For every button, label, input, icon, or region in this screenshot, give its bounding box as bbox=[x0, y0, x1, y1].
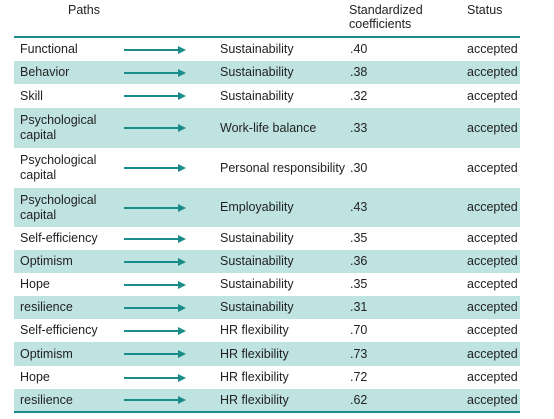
target-cell: Sustainability bbox=[220, 300, 294, 314]
coefficient-cell: .72 bbox=[350, 370, 368, 384]
target-cell: Sustainability bbox=[220, 231, 294, 245]
source-cell: Psychological capital bbox=[20, 113, 97, 142]
target-cell: HR flexibility bbox=[220, 346, 289, 361]
source-cell: Optimism bbox=[20, 254, 73, 268]
source-cell: Hope bbox=[20, 370, 50, 384]
target-cell: Work-life balance bbox=[220, 120, 317, 135]
source-cell: Optimism bbox=[20, 346, 73, 361]
source-cell: Psychological capital bbox=[20, 192, 97, 222]
arrow-icon bbox=[122, 273, 192, 296]
status-cell: accepted bbox=[467, 88, 518, 103]
arrow-icon bbox=[122, 188, 192, 227]
arrow-icon bbox=[122, 250, 192, 273]
source-cell: Skill bbox=[20, 88, 43, 103]
table-row: Optimism HR flexibility .73 accepted bbox=[14, 342, 520, 366]
arrow-icon bbox=[122, 296, 192, 319]
status-cell: accepted bbox=[467, 65, 518, 79]
table-row: Psychological capital Work-life balance .3… bbox=[14, 108, 520, 148]
source-cell: Psychological capital bbox=[20, 153, 97, 182]
status-cell: accepted bbox=[467, 42, 518, 56]
target-cell: Sustainability bbox=[220, 65, 294, 79]
table-row: resilience Sustainability .31 accepted bbox=[14, 296, 520, 319]
top-rule bbox=[14, 36, 520, 38]
coefficient-cell: .40 bbox=[350, 42, 368, 56]
target-cell: Personal responsibility bbox=[220, 160, 346, 175]
target-cell: Employability bbox=[220, 200, 294, 214]
coefficient-cell: .70 bbox=[350, 323, 368, 337]
coefficient-cell: .35 bbox=[350, 231, 368, 245]
target-cell: Sustainability bbox=[220, 88, 294, 103]
status-cell: accepted bbox=[467, 346, 518, 361]
table-row: Skill Sustainability .32 accepted bbox=[14, 84, 520, 108]
arrow-icon bbox=[122, 108, 192, 148]
status-cell: accepted bbox=[467, 254, 518, 268]
target-cell: Sustainability bbox=[220, 254, 294, 268]
source-cell: Self-efficiency bbox=[20, 231, 98, 245]
target-cell: HR flexibility bbox=[220, 323, 289, 337]
status-cell: accepted bbox=[467, 300, 518, 314]
coefficient-cell: .31 bbox=[350, 300, 368, 314]
target-cell: HR flexibility bbox=[220, 392, 289, 407]
header-paths: Paths bbox=[68, 3, 100, 17]
coefficient-cell: .43 bbox=[350, 200, 368, 214]
coefficient-cell: .33 bbox=[350, 120, 368, 135]
arrow-icon bbox=[122, 38, 192, 61]
bottom-rule bbox=[14, 411, 520, 413]
arrow-icon bbox=[122, 84, 192, 108]
arrow-icon bbox=[122, 148, 192, 188]
status-cell: accepted bbox=[467, 231, 518, 245]
target-cell: Sustainability bbox=[220, 42, 294, 56]
status-cell: accepted bbox=[467, 370, 518, 384]
table-row: Self-efficiency Sustainability .35 accepted bbox=[14, 227, 520, 250]
table-row: Hope Sustainability .35 accepted bbox=[14, 273, 520, 296]
coefficient-cell: .30 bbox=[350, 160, 368, 175]
source-cell: resilience bbox=[20, 300, 73, 314]
table-row: Functional Sustainability .40 accepted bbox=[14, 38, 520, 61]
source-cell: Hope bbox=[20, 277, 50, 291]
table-row: Behavior Sustainability .38 accepted bbox=[14, 61, 520, 84]
coefficient-cell: .32 bbox=[350, 88, 368, 103]
status-cell: accepted bbox=[467, 392, 518, 407]
table-row: Hope HR flexibility .72 accepted bbox=[14, 366, 520, 389]
coefficient-cell: .36 bbox=[350, 254, 368, 268]
header-status: Status bbox=[467, 3, 503, 17]
status-cell: accepted bbox=[467, 160, 518, 175]
arrow-icon bbox=[122, 389, 192, 411]
status-cell: accepted bbox=[467, 200, 518, 214]
coefficient-cell: .35 bbox=[350, 277, 368, 291]
target-cell: HR flexibility bbox=[220, 370, 289, 384]
status-cell: accepted bbox=[467, 120, 518, 135]
arrow-icon bbox=[122, 366, 192, 389]
target-cell: Sustainability bbox=[220, 277, 294, 291]
table-row: Psychological capital Employability .43 acc… bbox=[14, 188, 520, 227]
arrow-icon bbox=[122, 227, 192, 250]
table-header: Paths Standardized coefficients Status bbox=[0, 0, 554, 36]
arrow-icon bbox=[122, 319, 192, 342]
source-cell: Behavior bbox=[20, 65, 70, 79]
header-coefficients: Standardized coefficients bbox=[349, 3, 423, 31]
coefficient-cell: .38 bbox=[350, 65, 368, 79]
source-cell: resilience bbox=[20, 392, 73, 407]
coefficient-cell: .62 bbox=[350, 392, 368, 407]
source-cell: Functional bbox=[20, 42, 78, 56]
status-cell: accepted bbox=[467, 277, 518, 291]
arrow-icon bbox=[122, 342, 192, 366]
table-row: Optimism Sustainability .36 accepted bbox=[14, 250, 520, 273]
table-row: Psychological capital Personal responsibi… bbox=[14, 148, 520, 188]
table-row: Self-efficiency HR flexibility .70 accepted bbox=[14, 319, 520, 342]
status-cell: accepted bbox=[467, 323, 518, 337]
arrow-icon bbox=[122, 61, 192, 84]
source-cell: Self-efficiency bbox=[20, 323, 98, 337]
coefficient-cell: .73 bbox=[350, 346, 368, 361]
table-row: resilience HR flexibility .62 accepted bbox=[14, 389, 520, 411]
